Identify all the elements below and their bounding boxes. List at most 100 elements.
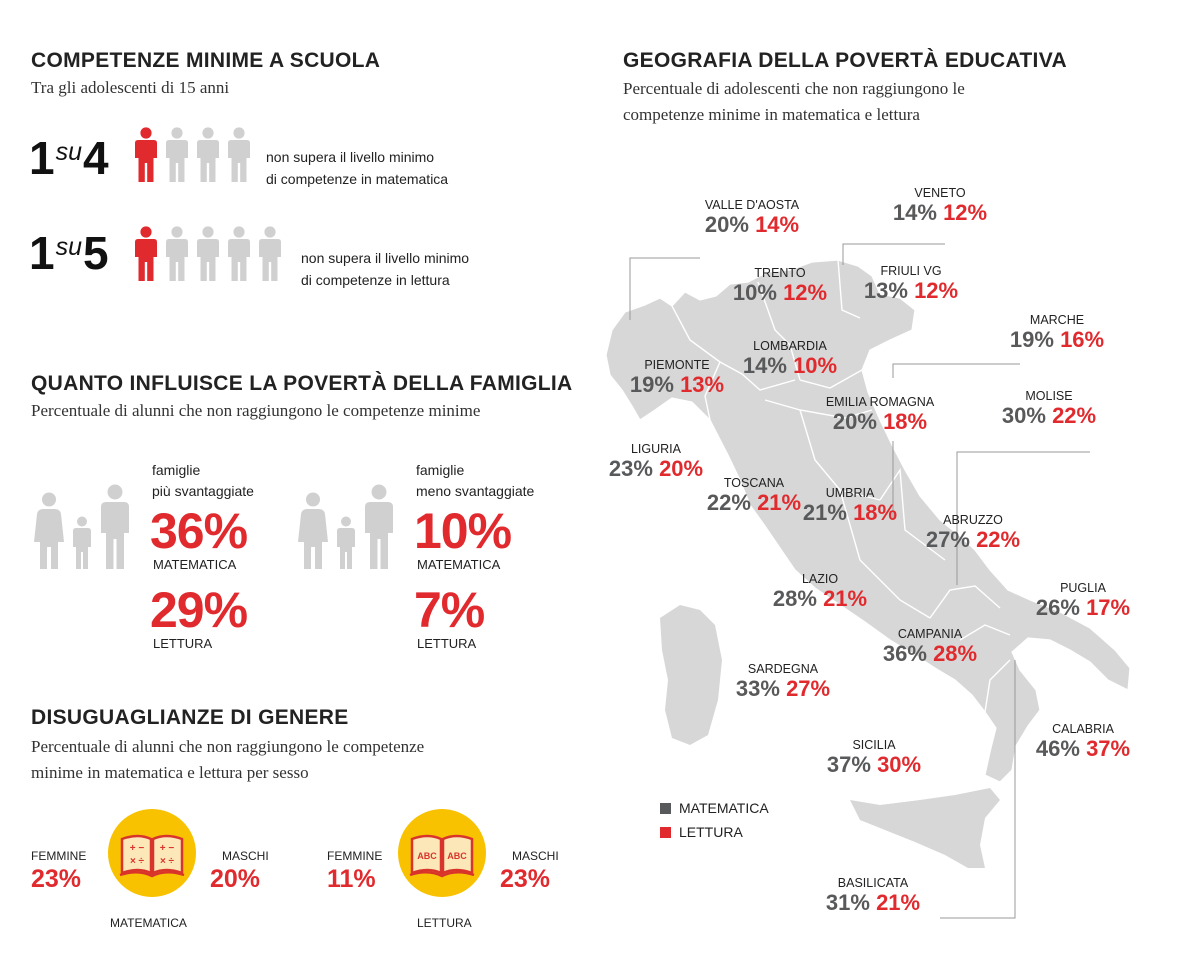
region-label: LIGURIA 23% 20% xyxy=(576,442,736,482)
region-name: BASILICATA xyxy=(837,876,909,890)
region-name: ABRUZZO xyxy=(943,513,1003,527)
region-read-value: 17% xyxy=(1086,595,1131,620)
adv-read-label: LETTURA xyxy=(417,636,477,651)
region-read-value: 16% xyxy=(1060,327,1105,352)
math-ratio: 1su4 xyxy=(29,131,109,189)
region-label: CALABRIA 46% 37% xyxy=(1003,722,1163,762)
region-label: BASILICATA 31% 21% xyxy=(793,876,953,916)
region-values: 21% 18% xyxy=(770,500,930,526)
gender-read-caption: LETTURA xyxy=(417,916,472,930)
region-values: 14% 10% xyxy=(710,353,870,379)
region-read-value: 22% xyxy=(1052,403,1097,428)
region-name: VALLE D'AOSTA xyxy=(704,198,800,212)
genere-subtitle-line1: Percentuale di alunni che non raggiungon… xyxy=(31,737,425,756)
region-math-value: 26% xyxy=(1035,595,1080,620)
leader-line-basilicata xyxy=(940,660,1016,919)
region-label: EMILIA ROMAGNA 20% 18% xyxy=(800,395,960,435)
gender-read-female-value: 11% xyxy=(327,865,376,893)
region-read-value: 18% xyxy=(883,409,928,434)
disadv-label-line1: famiglie xyxy=(152,462,201,478)
region-label: ABRUZZO 27% 22% xyxy=(893,513,1053,553)
section-title-competenze: COMPETENZE MINIME A SCUOLA xyxy=(31,49,381,72)
region-values: 19% 16% xyxy=(977,327,1137,353)
leader-line-valle-aosta xyxy=(629,257,700,320)
region-math-value: 28% xyxy=(772,586,817,611)
region-name: LOMBARDIA xyxy=(753,339,827,353)
book-glyph: + − xyxy=(160,843,175,854)
region-values: 23% 20% xyxy=(576,456,736,482)
region-label: PIEMONTE 19% 13% xyxy=(597,358,757,398)
region-values: 37% 30% xyxy=(794,752,954,778)
region-math-value: 33% xyxy=(735,676,780,701)
map-subtitle: Percentuale di adolescenti che non raggi… xyxy=(623,76,965,128)
gender-math-female-value: 23% xyxy=(31,865,82,893)
gender-math-caption: MATEMATICA xyxy=(110,916,187,930)
region-math-value: 21% xyxy=(802,500,847,525)
region-values: 31% 21% xyxy=(793,890,953,916)
region-math-value: 22% xyxy=(706,490,751,515)
sardegna-shape xyxy=(660,605,722,745)
italy-mainland-shape xyxy=(605,259,1131,783)
read-stat-line2: di competenze in lettura xyxy=(301,272,450,288)
region-read-value: 27% xyxy=(786,676,831,701)
region-read-value: 21% xyxy=(823,586,868,611)
math-book-icon: + − × ÷ + − × ÷ xyxy=(108,809,196,897)
section-subtitle-poverta-famiglia: Percentuale di alunni che non raggiungon… xyxy=(31,401,481,420)
gender-read-male-value: 23% xyxy=(500,865,551,893)
adv-label: famiglie meno svantaggiate xyxy=(416,460,534,502)
read-book-icon: ABC ABC xyxy=(398,809,486,897)
book-glyph: × ÷ xyxy=(130,856,145,867)
region-values: 19% 13% xyxy=(597,372,757,398)
region-read-value: 10% xyxy=(793,353,838,378)
region-name: VENETO xyxy=(914,186,966,200)
section-subtitle-genere: Percentuale di alunni che non raggiungon… xyxy=(31,734,424,786)
region-name: MARCHE xyxy=(1029,313,1085,327)
read-ratio: 1su5 xyxy=(29,226,109,284)
ratio-numerator: 1 xyxy=(29,132,55,184)
region-label: VALLE D'AOSTA 20% 14% xyxy=(672,198,832,238)
region-values: 46% 37% xyxy=(1003,736,1163,762)
region-label: PUGLIA 26% 17% xyxy=(1003,581,1163,621)
region-values: 14% 12% xyxy=(860,200,1020,226)
region-read-value: 18% xyxy=(853,500,898,525)
region-values: 30% 22% xyxy=(969,403,1129,429)
region-name: SARDEGNA xyxy=(747,662,819,676)
region-read-value: 21% xyxy=(757,490,802,515)
math-stat-line1: non supera il livello minimo xyxy=(266,149,435,165)
disadv-label-line2: più svantaggiate xyxy=(152,483,254,499)
read-stat-line1: non supera il livello minimo xyxy=(301,250,470,266)
disadv-math-pct: 36% xyxy=(150,503,248,559)
region-label: SICILIA 37% 30% xyxy=(794,738,954,778)
book-glyph: ABC xyxy=(447,851,467,861)
map-subtitle-line2: competenze minime in matematica e lettur… xyxy=(623,105,920,124)
adv-read-pct: 7% xyxy=(414,582,485,638)
adv-label-line1: famiglie xyxy=(416,462,465,478)
leader-line-molise xyxy=(956,451,1090,585)
region-read-value: 37% xyxy=(1086,736,1131,761)
legend-swatch-read xyxy=(660,827,671,838)
legend-label-math: MATEMATICA xyxy=(679,800,769,816)
region-label: SARDEGNA 33% 27% xyxy=(703,662,863,702)
ratio-denominator: 4 xyxy=(83,132,109,184)
region-values: 33% 27% xyxy=(703,676,863,702)
region-values: 20% 14% xyxy=(672,212,832,238)
region-read-value: 28% xyxy=(933,641,978,666)
region-math-value: 14% xyxy=(742,353,787,378)
section-title-poverta-famiglia: QUANTO INFLUISCE LA POVERTÀ DELLA FAMIGL… xyxy=(31,372,573,395)
leader-lines xyxy=(629,243,1090,919)
region-name: EMILIA ROMAGNA xyxy=(825,395,935,409)
gender-read-male-label: MASCHI xyxy=(512,849,559,863)
map-title: GEOGRAFIA DELLA POVERTÀ EDUCATIVA xyxy=(623,49,1067,72)
region-math-value: 37% xyxy=(826,752,871,777)
region-name: SICILIA xyxy=(852,738,896,752)
adv-label-line2: meno svantaggiate xyxy=(416,483,535,499)
section-subtitle-competenze: Tra gli adolescenti di 15 anni xyxy=(31,78,230,97)
region-name: LIGURIA xyxy=(630,442,681,456)
disadv-read-pct: 29% xyxy=(150,582,248,638)
region-math-value: 20% xyxy=(704,212,749,237)
region-read-value: 13% xyxy=(680,372,725,397)
region-read-value: 12% xyxy=(914,278,959,303)
map-subtitle-line1: Percentuale di adolescenti che non raggi… xyxy=(623,79,965,98)
region-name: PIEMONTE xyxy=(644,358,710,372)
ratio-numerator: 1 xyxy=(29,227,55,279)
